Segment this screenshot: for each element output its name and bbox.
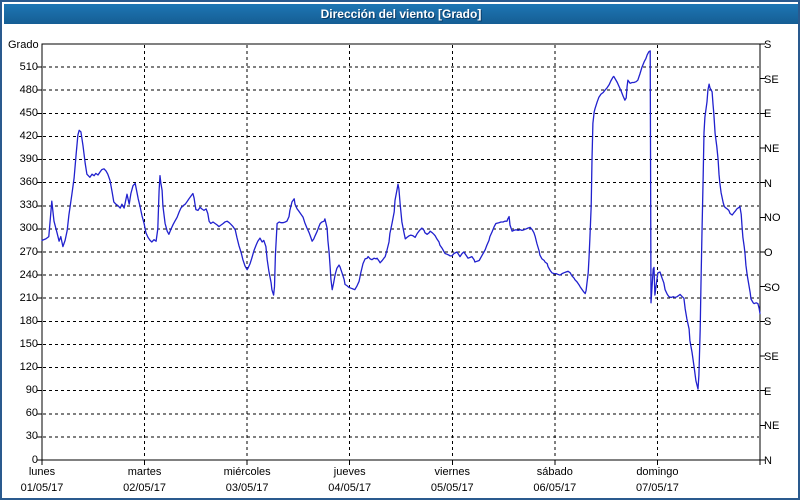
chart-title-bar: Dirección del viento [Grado] <box>4 4 798 24</box>
y-left-tick-label: 90 <box>25 384 38 397</box>
x-day-label: domingo <box>636 466 679 478</box>
y-right-tick-label: SO <box>764 281 780 294</box>
y-left-tick-label: 30 <box>25 430 38 443</box>
x-date-label: 06/05/17 <box>533 482 577 494</box>
y-left-tick-label: 180 <box>19 314 38 327</box>
y-left-tick-label: 510 <box>19 60 38 73</box>
y-left-tick-label: 330 <box>19 199 38 212</box>
x-date-label: 01/05/17 <box>20 482 64 494</box>
y-right-tick-label: O <box>764 247 773 259</box>
y-left-tick-label: 420 <box>19 129 38 142</box>
y-left-tick-label: 240 <box>19 268 38 281</box>
y-right-tick-label: E <box>764 385 772 398</box>
y-left-tick-label: 360 <box>19 176 38 189</box>
x-day-label: sábado <box>536 466 573 478</box>
x-day-label: lunes <box>28 466 56 478</box>
x-date-label: 05/05/17 <box>430 482 474 494</box>
y-left-tick-label: 150 <box>19 337 38 350</box>
y-left-tick-label: 450 <box>19 106 38 119</box>
chart-title: Dirección del viento [Grado] <box>320 7 482 21</box>
y-right-tick-label: S <box>764 316 772 329</box>
x-date-label: 04/05/17 <box>328 482 372 494</box>
y-right-tick-label: SE <box>764 351 779 363</box>
y-left-tick-label: 270 <box>19 245 38 258</box>
x-day-label: martes <box>127 466 162 478</box>
y-right-tick-label: S <box>764 39 772 51</box>
x-day-label: viernes <box>434 466 471 478</box>
y-right-tick-label: NO <box>764 212 781 225</box>
y-left-tick-label: 0 <box>31 453 38 466</box>
y-left-tick-label: 390 <box>19 153 38 166</box>
x-day-label: jueves <box>333 466 366 478</box>
y-left-tick-label: 480 <box>19 83 38 96</box>
y-left-tick-label: 210 <box>19 291 38 304</box>
y-right-tick-label: NE <box>764 143 780 155</box>
y-right-tick-label: E <box>764 108 772 121</box>
x-date-label: 03/05/17 <box>225 482 269 494</box>
y-left-tick-label: 120 <box>19 361 38 374</box>
y-axis-title: Grado <box>8 39 39 51</box>
y-right-tick-label: N <box>764 455 772 467</box>
x-date-label: 02/05/17 <box>123 482 166 494</box>
x-day-label: miércoles <box>223 466 271 478</box>
y-left-tick-label: 60 <box>25 407 38 420</box>
x-date-label: 07/05/17 <box>636 482 679 494</box>
y-right-tick-label: NE <box>764 420 780 433</box>
plot-border <box>41 43 761 461</box>
y-right-tick-label: SE <box>764 73 779 86</box>
y-right-tick-label: N <box>764 177 772 190</box>
y-left-tick-label: 300 <box>19 222 38 235</box>
wind-direction-line <box>41 50 761 390</box>
